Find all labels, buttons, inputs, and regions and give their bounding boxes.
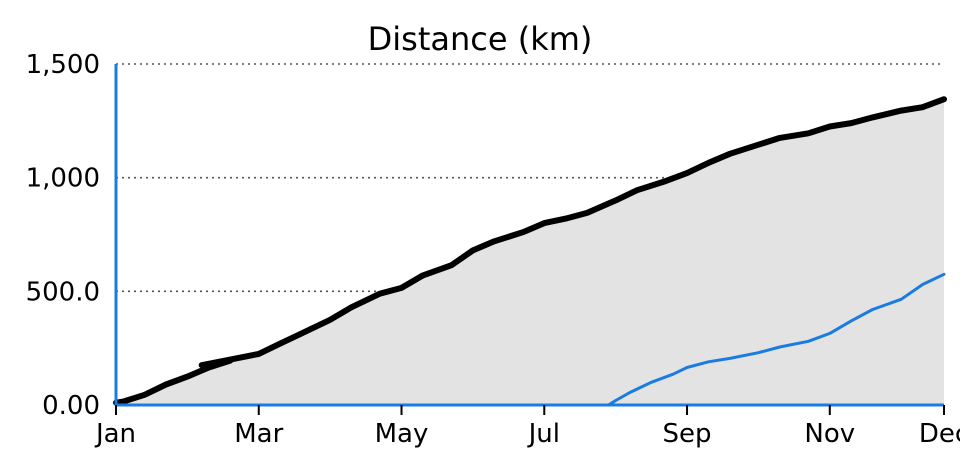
y-tick-label: 0.00 — [42, 391, 100, 421]
y-tick-label: 500.0 — [26, 277, 100, 307]
series-area-fill — [116, 99, 944, 405]
area-layer — [116, 99, 944, 405]
x-tick-label: Jan — [94, 419, 136, 449]
y-tick-label: 1,500 — [26, 50, 100, 80]
x-tick-label: Mar — [234, 419, 283, 449]
axis-layer — [114, 64, 945, 415]
x-tick-label: Sep — [663, 419, 712, 449]
x-tick-label: Jul — [527, 419, 560, 449]
label-layer: 0.00 500.0 1,000 1,500 Jan Mar May Jul Sep Nov Dec — [26, 50, 960, 449]
x-tick-label: Nov — [804, 419, 855, 449]
chart-title: Distance (km) — [368, 20, 593, 58]
y-tick-label: 1,000 — [26, 164, 100, 194]
series-line-total — [113, 96, 947, 406]
series-line-secondary — [607, 272, 946, 407]
x-tick-label: May — [375, 419, 429, 449]
line-layer — [113, 96, 947, 407]
x-tick-label: Dec — [919, 419, 960, 449]
